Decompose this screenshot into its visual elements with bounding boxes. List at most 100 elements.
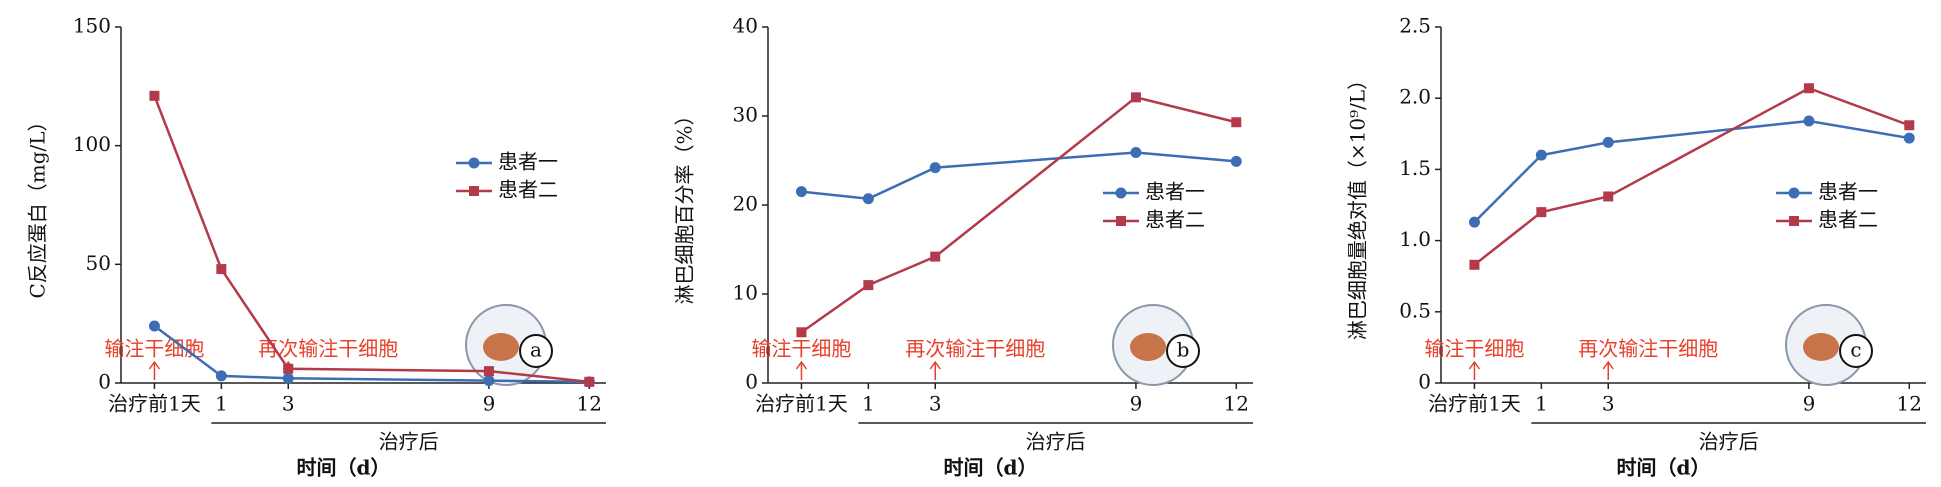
y-tick-label: 0.5: [1399, 298, 1431, 322]
y-tick-label: 30: [733, 103, 758, 127]
x-axis-title: 时间（d）: [1617, 456, 1711, 480]
point: [1803, 115, 1815, 127]
panel-label: a: [530, 338, 542, 362]
legend-label: 患者一: [1145, 180, 1205, 204]
x-tick-label: 治疗前1天: [108, 392, 201, 416]
point: [1468, 216, 1480, 228]
annotation: 输注干细胞: [104, 337, 204, 361]
logo-map: [1803, 333, 1839, 361]
y-tick-label: 0: [745, 370, 758, 394]
point: [148, 320, 160, 332]
x-tick-label: 12: [577, 392, 602, 416]
x-tick-label: 治疗前1天: [755, 392, 848, 416]
point: [215, 370, 227, 382]
legend-marker: [1116, 216, 1126, 226]
legend-marker: [1789, 216, 1799, 226]
legend-marker: [468, 157, 480, 169]
point: [1231, 117, 1242, 128]
x-tick-label: 9: [1803, 392, 1816, 416]
x-tick-label: 9: [483, 392, 496, 416]
point: [930, 251, 941, 262]
point: [796, 327, 807, 338]
annotation: 再次输注干细胞: [905, 337, 1045, 361]
y-tick-label: 50: [86, 251, 111, 275]
y-tick-label: 100: [73, 132, 111, 156]
point: [1469, 259, 1480, 270]
point: [149, 90, 160, 101]
point: [1803, 83, 1814, 94]
point: [1903, 132, 1915, 144]
y-tick-label: 1.0: [1399, 227, 1431, 251]
x-tick-label: 3: [1602, 392, 1615, 416]
legend-marker: [1788, 187, 1800, 199]
annotation-arrowhead: [795, 360, 808, 370]
y-axis-title: 淋巴细胞量绝对值（×10⁹/L）: [1346, 70, 1370, 340]
y-tick-label: 2.5: [1399, 14, 1431, 38]
point: [1536, 207, 1547, 218]
x-axis-title: 时间（d）: [944, 456, 1038, 480]
annotation-arrowhead: [148, 360, 161, 370]
y-axis-title: 淋巴细胞百分率（%）: [673, 105, 697, 304]
annotation-arrowhead: [1602, 360, 1614, 370]
x-tick-label: 1: [215, 392, 228, 416]
point: [1130, 92, 1141, 103]
panel-badge: [1839, 334, 1873, 368]
legend-label: 患者一: [498, 150, 558, 174]
point: [1230, 155, 1242, 167]
x-axis-title: 时间（d）: [297, 456, 391, 480]
legend-label: 患者二: [1145, 208, 1205, 232]
y-tick-label: 0: [1418, 370, 1431, 394]
annotation: 输注干细胞: [751, 337, 851, 361]
x-tick-label: 1: [862, 392, 875, 416]
y-tick-label: 0: [98, 370, 111, 394]
point: [1602, 136, 1614, 148]
x-group-label: 治疗后: [379, 430, 439, 454]
x-tick-label: 9: [1130, 392, 1143, 416]
logo-map: [483, 333, 519, 361]
point: [1535, 149, 1547, 161]
x-group-label: 治疗后: [1699, 430, 1759, 454]
panel-label: b: [1177, 338, 1190, 362]
legend-marker: [1115, 187, 1127, 199]
point: [483, 375, 495, 387]
point: [483, 366, 494, 377]
point: [795, 186, 807, 198]
y-tick-label: 2.0: [1399, 85, 1431, 109]
panel-badge: [1166, 334, 1200, 368]
point: [863, 280, 874, 291]
legend-label: 患者二: [498, 178, 558, 202]
series-line: [1473, 86, 1910, 266]
annotation-arrowhead: [1468, 360, 1481, 370]
x-tick-label: 3: [282, 392, 295, 416]
point: [1130, 146, 1142, 158]
panel-label: c: [1850, 338, 1861, 362]
panel-badge: [519, 334, 553, 368]
point: [216, 264, 227, 275]
point: [584, 376, 595, 387]
annotation-arrowhead: [929, 360, 941, 370]
annotation: 输注干细胞: [1424, 337, 1524, 361]
legend-label: 患者二: [1818, 208, 1878, 232]
point: [862, 193, 874, 205]
y-tick-label: 150: [73, 14, 111, 38]
point: [282, 372, 294, 384]
annotation: 再次输注干细胞: [258, 337, 398, 361]
x-tick-label: 1: [1535, 392, 1548, 416]
legend-label: 患者一: [1818, 180, 1878, 204]
logo-map: [1130, 333, 1166, 361]
point: [283, 363, 294, 374]
x-tick-label: 3: [929, 392, 942, 416]
x-group-label: 治疗后: [1026, 430, 1086, 454]
y-tick-label: 40: [733, 14, 758, 38]
point: [929, 162, 941, 174]
legend-marker: [469, 186, 479, 196]
x-tick-label: 12: [1224, 392, 1249, 416]
point: [1603, 191, 1614, 202]
point: [1904, 120, 1915, 131]
y-tick-label: 1.5: [1399, 156, 1431, 180]
x-tick-label: 12: [1897, 392, 1922, 416]
x-tick-label: 治疗前1天: [1428, 392, 1521, 416]
y-tick-label: 20: [733, 192, 758, 216]
